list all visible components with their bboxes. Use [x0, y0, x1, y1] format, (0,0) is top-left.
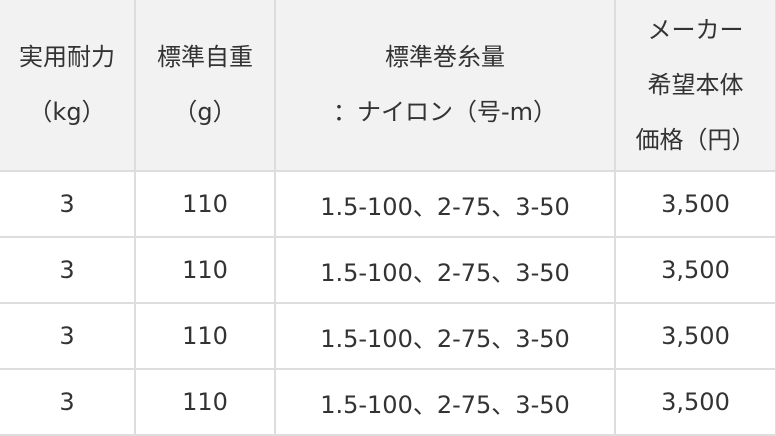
header-line: 価格（円）: [635, 125, 756, 154]
cell-load: 3: [0, 302, 136, 370]
header-line: ：ナイロン（号-m）: [332, 98, 558, 126]
header-line: 標準巻糸量: [385, 43, 505, 71]
header-line: 実用耐力: [19, 43, 115, 71]
header-load-capacity: 実用耐力 （kg）: [0, 0, 136, 172]
cell-line-capacity: 1.5-100、2-75、3-50: [274, 170, 616, 238]
cell-line-capacity: 1.5-100、2-75、3-50: [274, 368, 616, 436]
cell-price: 3,500: [614, 302, 776, 370]
cell-load: 3: [0, 170, 136, 238]
header-weight: 標準自重 （g）: [134, 0, 276, 172]
cell-price: 3,500: [614, 368, 776, 436]
cell-weight: 110: [134, 170, 276, 238]
table-row: 3 110 1.5-100、2-75、3-50 3,500: [0, 368, 776, 436]
header-line: 希望本体: [647, 70, 744, 99]
cell-price: 3,500: [614, 236, 776, 304]
table-row: 3 110 1.5-100、2-75、3-50 3,500: [0, 302, 776, 370]
header-line: （kg）: [28, 98, 106, 126]
cell-line-capacity: 1.5-100、2-75、3-50: [274, 302, 616, 370]
table-row: 3 110 1.5-100、2-75、3-50 3,500: [0, 236, 776, 304]
header-line: （g）: [173, 98, 237, 126]
header-line: メーカー: [647, 15, 744, 44]
cell-weight: 110: [134, 236, 276, 304]
cell-line-capacity: 1.5-100、2-75、3-50: [274, 236, 616, 304]
header-line-capacity: 標準巻糸量 ：ナイロン（号-m）: [274, 0, 616, 172]
header-line: 標準自重: [157, 43, 253, 71]
table-row: 3 110 1.5-100、2-75、3-50 3,500: [0, 170, 776, 238]
cell-load: 3: [0, 236, 136, 304]
cell-price: 3,500: [614, 170, 776, 238]
header-row: 実用耐力 （kg） 標準自重 （g） 標準巻糸量 ：ナイロン（号-m） メーカー…: [0, 0, 776, 172]
cell-load: 3: [0, 368, 136, 436]
cell-weight: 110: [134, 302, 276, 370]
header-price: メーカー 希望本体 価格（円）: [614, 0, 776, 172]
cell-weight: 110: [134, 368, 276, 436]
